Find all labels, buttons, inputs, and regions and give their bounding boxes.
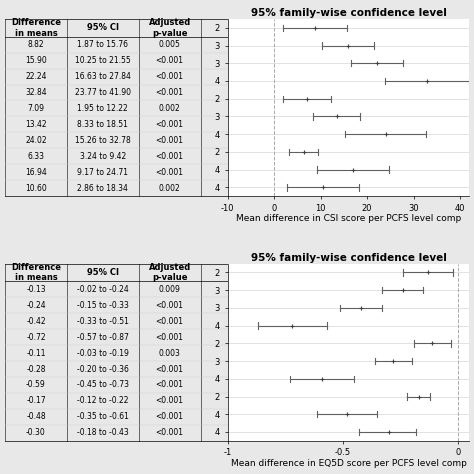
Text: 16.63 to 27.84: 16.63 to 27.84 — [75, 72, 131, 81]
Text: -0.02 to -0.24: -0.02 to -0.24 — [77, 285, 129, 294]
Text: Adjusted
p-value: Adjusted p-value — [149, 18, 191, 37]
Text: -0.17: -0.17 — [26, 396, 46, 405]
Text: <0.001: <0.001 — [156, 317, 184, 326]
Text: -0.35 to -0.61: -0.35 to -0.61 — [77, 412, 129, 421]
Text: <0.001: <0.001 — [156, 152, 184, 161]
Text: -0.11: -0.11 — [26, 348, 46, 357]
Text: <0.001: <0.001 — [156, 381, 184, 390]
Text: 1.95 to 12.22: 1.95 to 12.22 — [77, 104, 128, 113]
Text: -0.30: -0.30 — [26, 428, 46, 438]
Text: -0.72: -0.72 — [26, 333, 46, 342]
Text: <0.001: <0.001 — [156, 120, 184, 129]
Text: 0.005: 0.005 — [159, 40, 181, 49]
Text: <0.001: <0.001 — [156, 301, 184, 310]
Text: -0.24: -0.24 — [26, 301, 46, 310]
Text: <0.001: <0.001 — [156, 72, 184, 81]
Text: 95% CI: 95% CI — [87, 23, 119, 32]
Text: -0.48: -0.48 — [26, 412, 46, 421]
Text: -0.12 to -0.22: -0.12 to -0.22 — [77, 396, 128, 405]
Text: <0.001: <0.001 — [156, 168, 184, 177]
X-axis label: Mean difference in EQ5D score per PCFS level comp: Mean difference in EQ5D score per PCFS l… — [230, 459, 466, 468]
Text: 8.33 to 18.51: 8.33 to 18.51 — [77, 120, 128, 129]
Text: 3.24 to 9.42: 3.24 to 9.42 — [80, 152, 126, 161]
Text: <0.001: <0.001 — [156, 136, 184, 145]
Text: 32.84: 32.84 — [25, 88, 47, 97]
Text: 0.003: 0.003 — [159, 348, 181, 357]
Text: 24.02: 24.02 — [25, 136, 47, 145]
Text: 0.002: 0.002 — [159, 184, 181, 193]
Text: 9.17 to 24.71: 9.17 to 24.71 — [77, 168, 128, 177]
Text: <0.001: <0.001 — [156, 428, 184, 438]
X-axis label: Mean difference in CSI score per PCFS level comp: Mean difference in CSI score per PCFS le… — [236, 214, 461, 223]
Text: 23.77 to 41.90: 23.77 to 41.90 — [75, 88, 131, 97]
Text: <0.001: <0.001 — [156, 333, 184, 342]
Text: <0.001: <0.001 — [156, 412, 184, 421]
Text: 13.42: 13.42 — [25, 120, 47, 129]
Text: 15.26 to 32.78: 15.26 to 32.78 — [75, 136, 131, 145]
Title: 95% family-wise confidence level: 95% family-wise confidence level — [251, 253, 447, 263]
Text: -0.03 to -0.19: -0.03 to -0.19 — [77, 348, 129, 357]
Text: 8.82: 8.82 — [27, 40, 44, 49]
Text: <0.001: <0.001 — [156, 56, 184, 65]
Text: 6.33: 6.33 — [27, 152, 45, 161]
Text: 10.25 to 21.55: 10.25 to 21.55 — [75, 56, 131, 65]
Text: -0.20 to -0.36: -0.20 to -0.36 — [77, 365, 129, 374]
Text: Difference
in means: Difference in means — [11, 18, 61, 37]
Text: -0.18 to -0.43: -0.18 to -0.43 — [77, 428, 129, 438]
Text: -0.15 to -0.33: -0.15 to -0.33 — [77, 301, 129, 310]
Text: -0.57 to -0.87: -0.57 to -0.87 — [77, 333, 129, 342]
Text: 95% CI: 95% CI — [87, 268, 119, 277]
Text: -0.59: -0.59 — [26, 381, 46, 390]
Text: 0.009: 0.009 — [159, 285, 181, 294]
Text: -0.28: -0.28 — [26, 365, 46, 374]
Text: Difference
in means: Difference in means — [11, 263, 61, 282]
Text: <0.001: <0.001 — [156, 365, 184, 374]
Text: -0.45 to -0.73: -0.45 to -0.73 — [77, 381, 129, 390]
Text: 10.60: 10.60 — [25, 184, 47, 193]
Text: Adjusted
p-value: Adjusted p-value — [149, 263, 191, 282]
Text: 2.86 to 18.34: 2.86 to 18.34 — [77, 184, 128, 193]
Text: 1.87 to 15.76: 1.87 to 15.76 — [77, 40, 128, 49]
Text: 22.24: 22.24 — [25, 72, 47, 81]
Text: 15.90: 15.90 — [25, 56, 47, 65]
Title: 95% family-wise confidence level: 95% family-wise confidence level — [251, 8, 447, 18]
Text: -0.42: -0.42 — [26, 317, 46, 326]
Text: -0.33 to -0.51: -0.33 to -0.51 — [77, 317, 129, 326]
Text: <0.001: <0.001 — [156, 396, 184, 405]
Text: 16.94: 16.94 — [25, 168, 47, 177]
Text: <0.001: <0.001 — [156, 88, 184, 97]
Text: -0.13: -0.13 — [26, 285, 46, 294]
Text: 0.002: 0.002 — [159, 104, 181, 113]
Text: 7.09: 7.09 — [27, 104, 45, 113]
